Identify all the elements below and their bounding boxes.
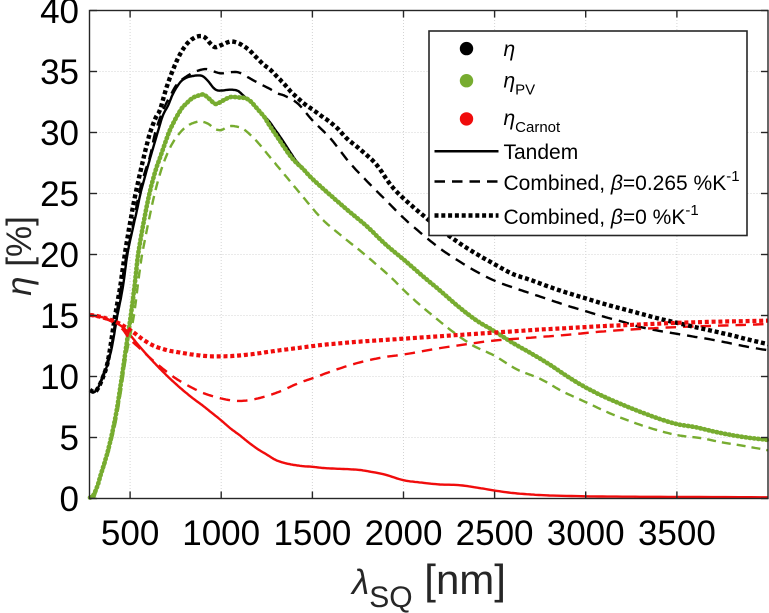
svg-text:Combined, β=0 %K-1: Combined, β=0 %K-1 — [504, 202, 699, 229]
svg-text:2500: 2500 — [456, 514, 534, 553]
svg-text:20: 20 — [40, 236, 79, 275]
svg-text:0: 0 — [60, 480, 79, 519]
svg-text:ηCarnot: ηCarnot — [504, 107, 562, 136]
svg-text:Tandem: Tandem — [504, 141, 579, 164]
svg-text:1500: 1500 — [273, 514, 351, 553]
svg-text:1000: 1000 — [182, 514, 260, 553]
svg-text:35: 35 — [40, 53, 79, 92]
svg-text:Combined, β=0.265 %K-1: Combined, β=0.265 %K-1 — [504, 168, 740, 195]
svg-text:15: 15 — [40, 297, 79, 336]
svg-text:ηPV: ηPV — [504, 69, 536, 98]
svg-text:3500: 3500 — [638, 514, 716, 553]
svg-text:λSQ [nm]: λSQ [nm] — [350, 556, 506, 613]
svg-text:500: 500 — [101, 514, 159, 553]
svg-text:η: η — [504, 38, 516, 61]
svg-text:25: 25 — [40, 175, 79, 214]
svg-text:η [%]: η [%] — [0, 216, 39, 296]
svg-text:30: 30 — [40, 114, 79, 153]
svg-text:2000: 2000 — [365, 514, 443, 553]
svg-text:10: 10 — [40, 358, 79, 397]
svg-text:40: 40 — [40, 0, 79, 31]
svg-text:3000: 3000 — [547, 514, 625, 553]
svg-text:5: 5 — [60, 419, 79, 458]
